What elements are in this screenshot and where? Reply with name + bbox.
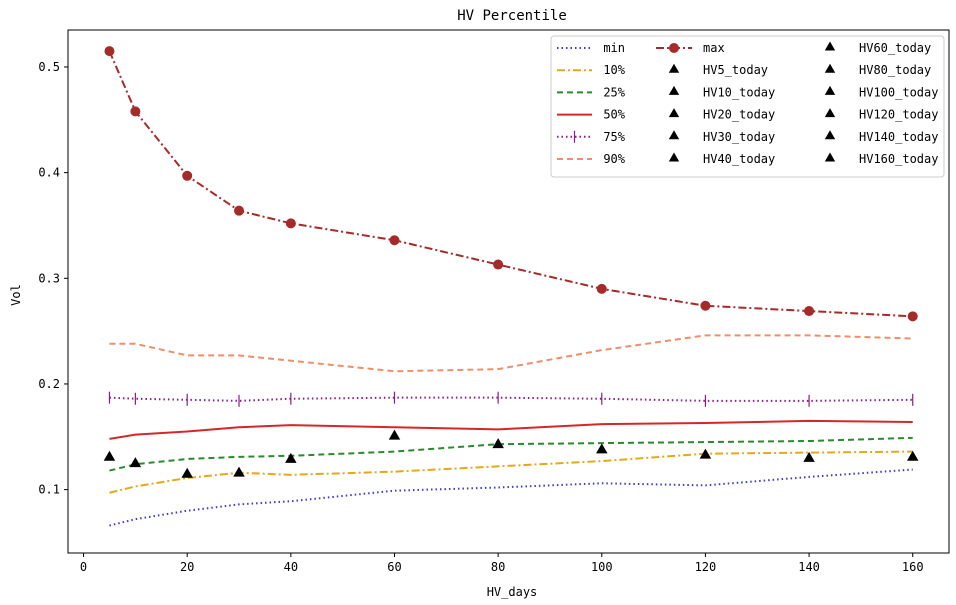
x-tick-label: 140	[798, 560, 820, 574]
legend-marker-HV60_today	[824, 41, 836, 51]
axis-ticks: 0 20 40 60 80 100 120 140 160 0.1 0.2 0.3 0.4 0.5	[38, 60, 923, 574]
legend-marker-HV20_today	[668, 108, 680, 118]
legend-label-HV80_today: HV80_today	[859, 63, 931, 77]
series-point-max	[596, 283, 607, 294]
legend-label-HV10_today: HV10_today	[703, 85, 775, 99]
legend-label-10pct: 10%	[603, 63, 625, 77]
legend: min 10% 25% 50% 75% 90% max HV5_today HV10_today…	[550, 35, 945, 178]
series-point-max	[700, 300, 711, 311]
today-marker-HV140_today	[803, 451, 815, 462]
series-point-max	[285, 218, 296, 229]
legend-label-HV5_today: HV5_today	[703, 63, 768, 77]
today-markers-layer	[103, 429, 919, 478]
series-point-max	[234, 205, 245, 216]
legend-label-HV120_today: HV120_today	[859, 108, 938, 122]
legend-label-25pct: 25%	[603, 85, 625, 99]
today-marker-HV10_today	[129, 457, 142, 468]
series-layer	[104, 46, 918, 527]
x-tick-label: 40	[284, 560, 298, 574]
legend-marker-HV5_today	[668, 63, 680, 73]
legend-marker-HV40_today	[668, 152, 680, 162]
today-marker-HV30_today	[233, 466, 245, 477]
x-tick-label: 0	[80, 560, 87, 574]
today-marker-HV100_today	[596, 443, 608, 454]
legend-label-HV40_today: HV40_today	[703, 152, 775, 166]
y-tick-label: 0.3	[38, 271, 60, 285]
today-marker-HV160_today	[906, 450, 919, 461]
x-tick-label: 160	[902, 560, 924, 574]
y-tick-label: 0.5	[38, 60, 60, 74]
legend-marker-HV120_today	[824, 108, 836, 118]
legend-label-75pct: 75%	[603, 130, 625, 144]
x-tick-label: 60	[387, 560, 401, 574]
y-tick-label: 0.1	[38, 483, 60, 497]
series-point-max	[182, 170, 193, 181]
legend-marker-HV140_today	[824, 130, 836, 140]
legend-label-HV60_today: HV60_today	[859, 41, 931, 55]
today-marker-HV5_today	[103, 450, 116, 461]
series-point-max	[804, 306, 815, 317]
series-line-25pct	[109, 436, 913, 472]
legend-label-HV160_today: HV160_today	[859, 152, 938, 166]
y-axis-label: Vol	[9, 284, 23, 306]
today-marker-HV120_today	[699, 448, 712, 459]
legend-label-90pct: 90%	[603, 152, 625, 166]
y-tick-label: 0.4	[38, 166, 60, 180]
series-line-75pct	[109, 396, 913, 402]
legend-box	[550, 35, 945, 178]
series-line-90pct	[109, 334, 913, 373]
y-tick-label: 0.2	[38, 377, 60, 391]
legend-label-HV20_today: HV20_today	[703, 108, 775, 122]
chart-title: HV Percentile	[457, 8, 567, 24]
today-marker-HV60_today	[388, 429, 401, 440]
legend-label-HV140_today: HV140_today	[859, 130, 938, 144]
x-tick-label: 100	[591, 560, 613, 574]
legend-label-min: min	[603, 41, 625, 55]
series-point-max	[389, 235, 400, 246]
legend-marker-max	[669, 43, 679, 53]
legend-marker-HV80_today	[824, 63, 836, 73]
legend-label-max: max	[703, 41, 725, 55]
series-line-50pct	[109, 419, 913, 440]
legend-marker-HV10_today	[668, 85, 680, 95]
legend-label-HV100_today: HV100_today	[859, 85, 938, 99]
series-point-max	[493, 259, 504, 270]
series-point-max	[104, 46, 115, 57]
series-point-max	[907, 311, 918, 322]
x-axis-label: HV_days	[487, 585, 538, 599]
today-marker-HV20_today	[181, 467, 193, 478]
legend-marker-HV30_today	[668, 130, 680, 140]
legend-marker-HV160_today	[824, 152, 836, 162]
legend-label-HV30_today: HV30_today	[703, 130, 775, 144]
today-marker-HV80_today	[492, 438, 504, 449]
legend-marker-HV100_today	[824, 85, 836, 95]
series-point-max	[130, 106, 141, 117]
x-tick-label: 80	[491, 560, 505, 574]
today-marker-HV40_today	[285, 452, 297, 463]
legend-label-50pct: 50%	[603, 108, 625, 122]
x-tick-label: 120	[695, 560, 717, 574]
x-tick-label: 20	[180, 560, 194, 574]
